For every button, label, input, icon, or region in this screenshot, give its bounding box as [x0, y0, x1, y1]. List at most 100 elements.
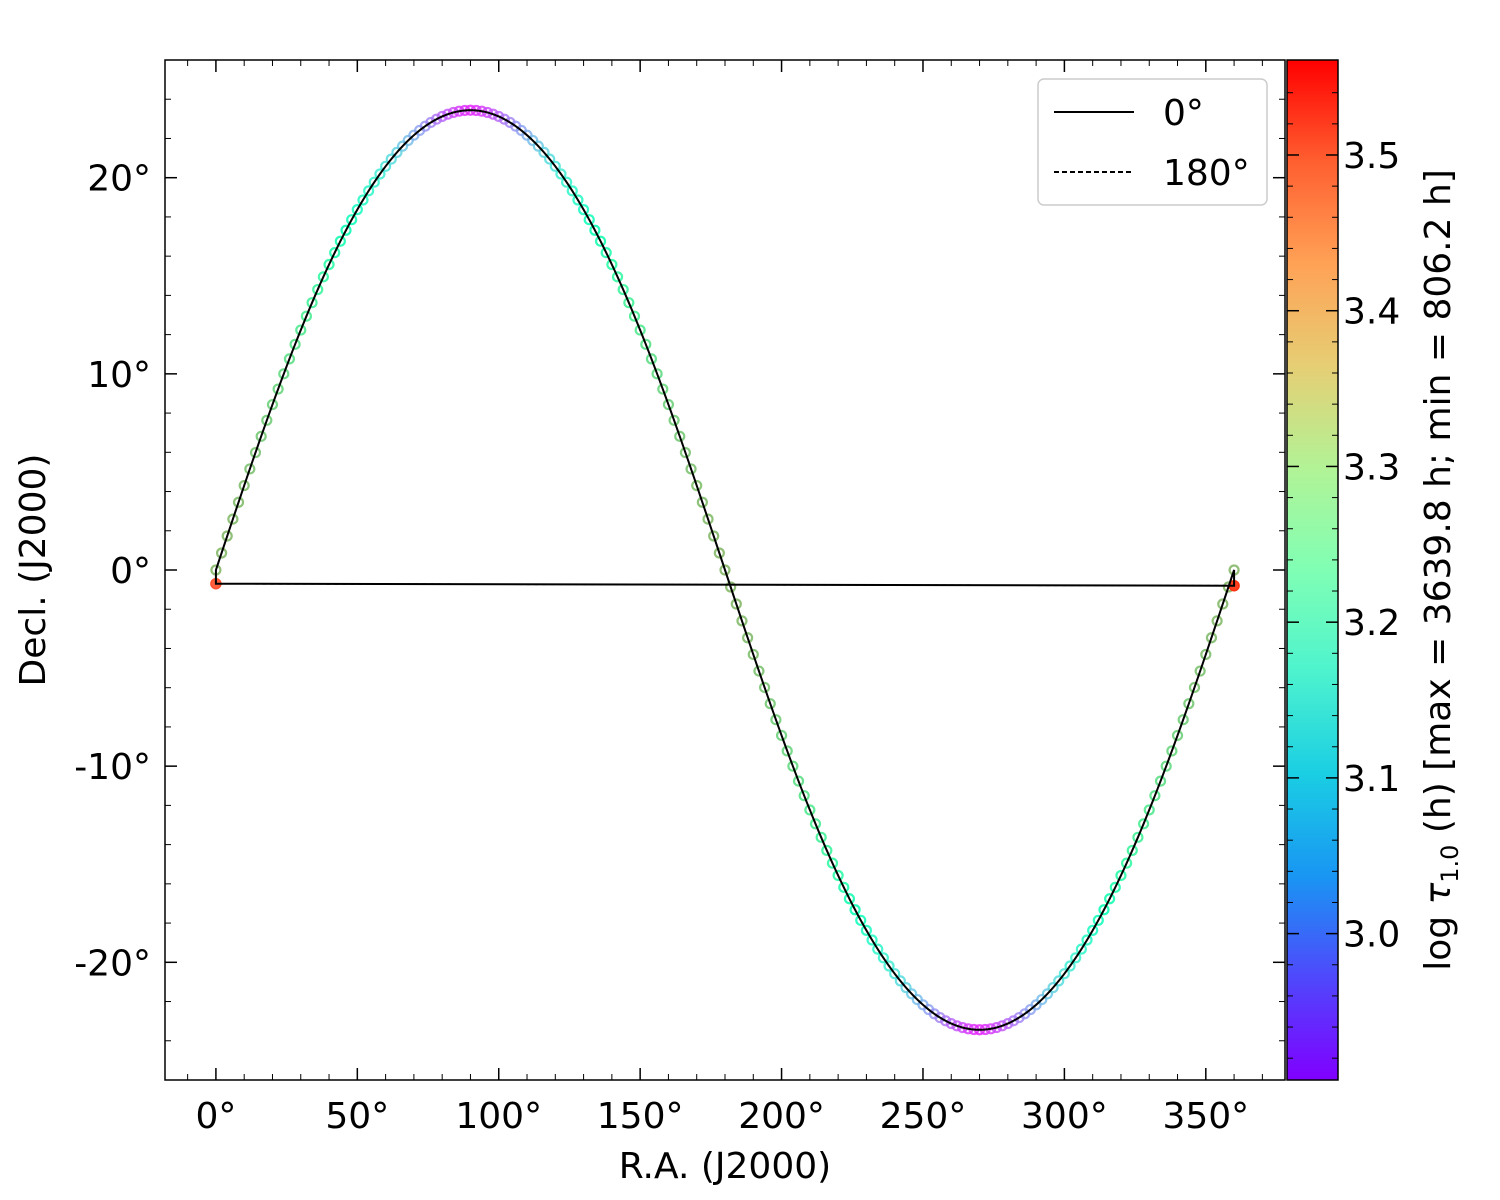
x-tick-label: 50° — [325, 1096, 389, 1137]
scatter-point — [866, 934, 878, 946]
scatter-point — [775, 729, 788, 742]
scatter-point — [951, 1020, 963, 1032]
scatter-point — [1154, 775, 1167, 787]
scatter-point — [1070, 952, 1082, 964]
scatter-point — [317, 271, 329, 283]
scatter-point — [351, 204, 363, 216]
scatter-point — [945, 1017, 957, 1030]
scatter-point — [244, 463, 256, 475]
scatter-point — [238, 479, 250, 492]
scatter-point — [1064, 960, 1076, 972]
scatter-point — [843, 893, 856, 905]
x-tick-label: 0° — [195, 1096, 236, 1137]
scatter-point — [906, 988, 918, 1000]
scatter-point — [996, 1020, 1008, 1032]
x-axis-label: R.A. (J2000) — [619, 1146, 831, 1187]
scatter-point — [1217, 598, 1229, 610]
scatter-point — [883, 960, 895, 972]
scatter-point — [730, 598, 742, 610]
scatter-point — [312, 283, 324, 296]
scatter-point — [306, 297, 318, 309]
legend-box — [1037, 78, 1268, 206]
scatter-point — [1194, 665, 1206, 677]
scatter-point — [532, 140, 544, 152]
scatter-point — [396, 140, 409, 152]
scatter-point — [668, 414, 680, 426]
scatter-point — [1149, 790, 1161, 802]
legend: 0° 180° — [1037, 78, 1268, 206]
scatter-point — [781, 745, 793, 757]
colorbar-tick-label: 3.1 — [1343, 759, 1400, 800]
scatter-point — [323, 258, 335, 271]
scatter-point — [594, 235, 607, 247]
colorbar-label-prefix: log — [1418, 904, 1459, 970]
scatter-point — [1109, 881, 1121, 893]
scatter-point — [561, 176, 573, 188]
x-tick-label: 150° — [597, 1096, 684, 1137]
scatter-point — [1205, 632, 1218, 644]
scatter-point — [577, 204, 590, 216]
scatter-point — [555, 168, 567, 180]
plot-area — [210, 104, 1240, 1036]
colorbar-frame — [1286, 59, 1339, 1081]
colorbar-tick-label: 3.0 — [1343, 915, 1400, 956]
scatter-point — [877, 952, 889, 964]
curve-lines — [214, 109, 1236, 1031]
y-axis: 20° 10° 0° -10° -20° — [74, 98, 1285, 1042]
scatter-point — [549, 160, 561, 172]
scatter-point — [606, 258, 618, 271]
scatter-point — [1171, 729, 1184, 742]
scatter-point — [640, 338, 652, 350]
scatter-point — [821, 844, 833, 857]
scatter-point — [368, 176, 380, 188]
scatter-point — [770, 714, 782, 726]
scatter-point — [798, 790, 810, 802]
scatter-point — [436, 110, 448, 123]
scatter-point — [696, 496, 708, 508]
scatter-point — [1007, 1015, 1020, 1027]
colorbar-gradient — [1287, 60, 1338, 1080]
scatter-point — [832, 869, 844, 882]
scatter-point — [544, 153, 556, 165]
scatter-point — [1211, 615, 1223, 627]
legend-entry-1: 180° — [1163, 153, 1250, 194]
scatter-point — [708, 530, 720, 542]
scatter-point — [249, 446, 262, 459]
scatter-point — [685, 463, 697, 475]
scatter-point — [600, 247, 612, 259]
scatter-point — [589, 224, 601, 236]
scatter-point — [1177, 714, 1189, 726]
scatter-point — [374, 168, 386, 180]
scatter-point — [900, 982, 912, 994]
scatter-point — [804, 804, 816, 816]
scatter-point — [1058, 968, 1070, 980]
y-axis-label: Decl. (J2000) — [13, 454, 54, 687]
scatter-point — [1200, 648, 1212, 661]
scatter-point — [747, 648, 759, 661]
scatter-point — [340, 224, 352, 236]
scatter-point — [753, 665, 765, 677]
scatter-point — [1053, 975, 1065, 987]
scatter-point — [232, 496, 245, 508]
scatter-point — [363, 185, 375, 197]
x-tick-label: 200° — [738, 1096, 825, 1137]
scatter-point — [657, 383, 669, 395]
scatter-point — [674, 430, 686, 442]
x-tick-label: 250° — [880, 1096, 967, 1137]
scatter-point — [702, 513, 714, 525]
scatter-point — [617, 283, 629, 296]
scatter-point — [583, 214, 595, 226]
colorbar-label-subscript: 1.0 — [1436, 845, 1464, 883]
scatter-point — [334, 235, 346, 247]
scatter-point — [329, 247, 341, 259]
scatter-point — [380, 160, 392, 172]
scatter-point — [651, 368, 663, 380]
colorbar-tick-label: 3.2 — [1343, 603, 1400, 644]
scatter-point — [1121, 857, 1133, 869]
scatter-point — [889, 968, 901, 980]
scatter-point — [357, 194, 369, 206]
scatter-point — [1137, 818, 1150, 830]
scatter-point — [736, 615, 748, 627]
scatter-point — [758, 681, 771, 694]
